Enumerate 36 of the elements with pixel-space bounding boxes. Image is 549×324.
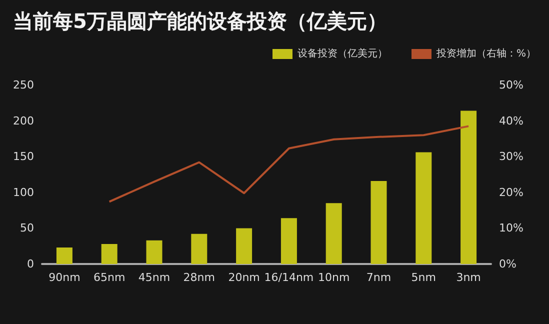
bar	[370, 180, 387, 264]
y-tick-label: 50	[20, 222, 34, 235]
y2-tick-label: 20%	[499, 186, 524, 199]
y2-tick-label: 40%	[499, 114, 524, 128]
bar	[460, 110, 477, 264]
x-tick-label: 45nm	[138, 271, 170, 284]
x-tick-label: 3nm	[456, 271, 481, 284]
bar	[146, 240, 162, 264]
x-tick-label: 10nm	[318, 271, 350, 284]
y-tick-label: 250	[13, 78, 34, 92]
bar	[416, 152, 432, 264]
y-tick-label: 200	[13, 114, 34, 128]
x-tick-label: 7nm	[366, 271, 392, 284]
y2-tick-label: 0%	[499, 258, 516, 270]
x-tick-label: 65nm	[94, 271, 126, 284]
y2-tick-label: 10%	[499, 222, 524, 235]
line-series	[108, 125, 470, 203]
y-tick-label: 150	[13, 150, 34, 164]
legend-label: 设备投资（亿美元）	[298, 48, 388, 60]
x-tick-label: 5nm	[411, 271, 436, 284]
y2-tick-label: 30%	[499, 150, 524, 164]
bar	[56, 248, 72, 264]
x-tick-label: 16/14nm	[264, 271, 314, 284]
x-tick-label: 20nm	[228, 271, 260, 284]
bar	[326, 203, 342, 264]
y-tick-label: 100	[13, 186, 34, 199]
x-tick-label: 90nm	[48, 271, 80, 284]
y2-tick-label: 50%	[499, 78, 524, 92]
y-tick-label: 0	[27, 258, 34, 270]
bar	[280, 218, 297, 264]
bar	[191, 234, 208, 264]
legend-label: 投资增加（右轴：%）	[436, 48, 536, 60]
x-tick-label: 28nm	[183, 271, 215, 284]
bar	[236, 228, 252, 264]
bar	[101, 244, 118, 264]
chart-title: 当前每5万晶圆产能的设备投资（亿美元）	[13, 9, 387, 33]
